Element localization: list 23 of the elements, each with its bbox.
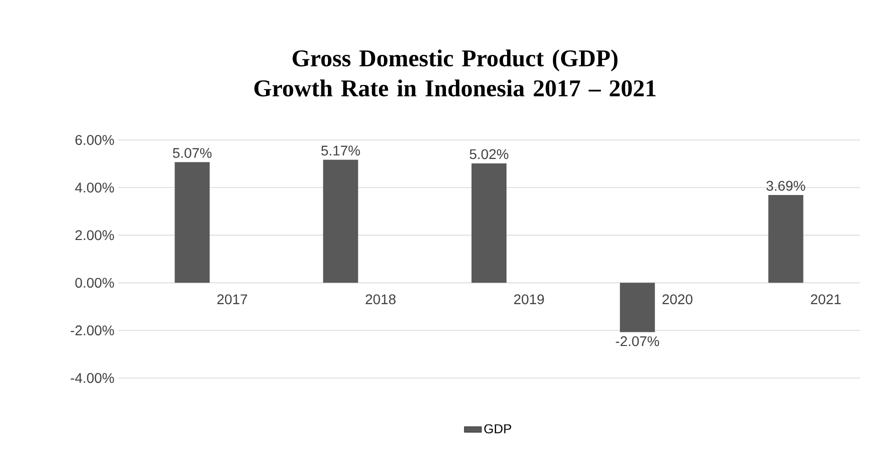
chart-title: Gross Domestic Product (GDP) Growth Rate in Indonesia 2017 – 2021 [254, 50, 656, 96]
data-label: -2.07% [616, 336, 660, 346]
bar [472, 163, 507, 283]
x-tick-label: 2018 [366, 294, 396, 304]
y-tick-label: 6.00% [75, 135, 114, 145]
x-tick-label: 2021 [810, 294, 841, 304]
bar [768, 194, 804, 283]
y-tick-label: 0.00% [75, 278, 114, 288]
x-tick-label: 2019 [514, 294, 544, 304]
data-label: 5.07% [172, 148, 212, 158]
x-tick-label: 2020 [662, 294, 692, 304]
data-label: 5.02% [470, 149, 508, 160]
y-tick-label: 2.00% [75, 230, 114, 240]
y-tick-label: -2.00% [70, 325, 114, 336]
y-tick-label: -4.00% [70, 373, 114, 383]
data-label: 5.17% [321, 146, 360, 156]
bar [323, 160, 358, 283]
data-label: 3.69% [766, 180, 806, 191]
legend-label: GDP [484, 424, 512, 434]
x-tick-label: 2017 [217, 294, 248, 304]
bar [620, 282, 655, 332]
bar [174, 162, 210, 283]
y-tick-label: 4.00% [75, 182, 114, 193]
